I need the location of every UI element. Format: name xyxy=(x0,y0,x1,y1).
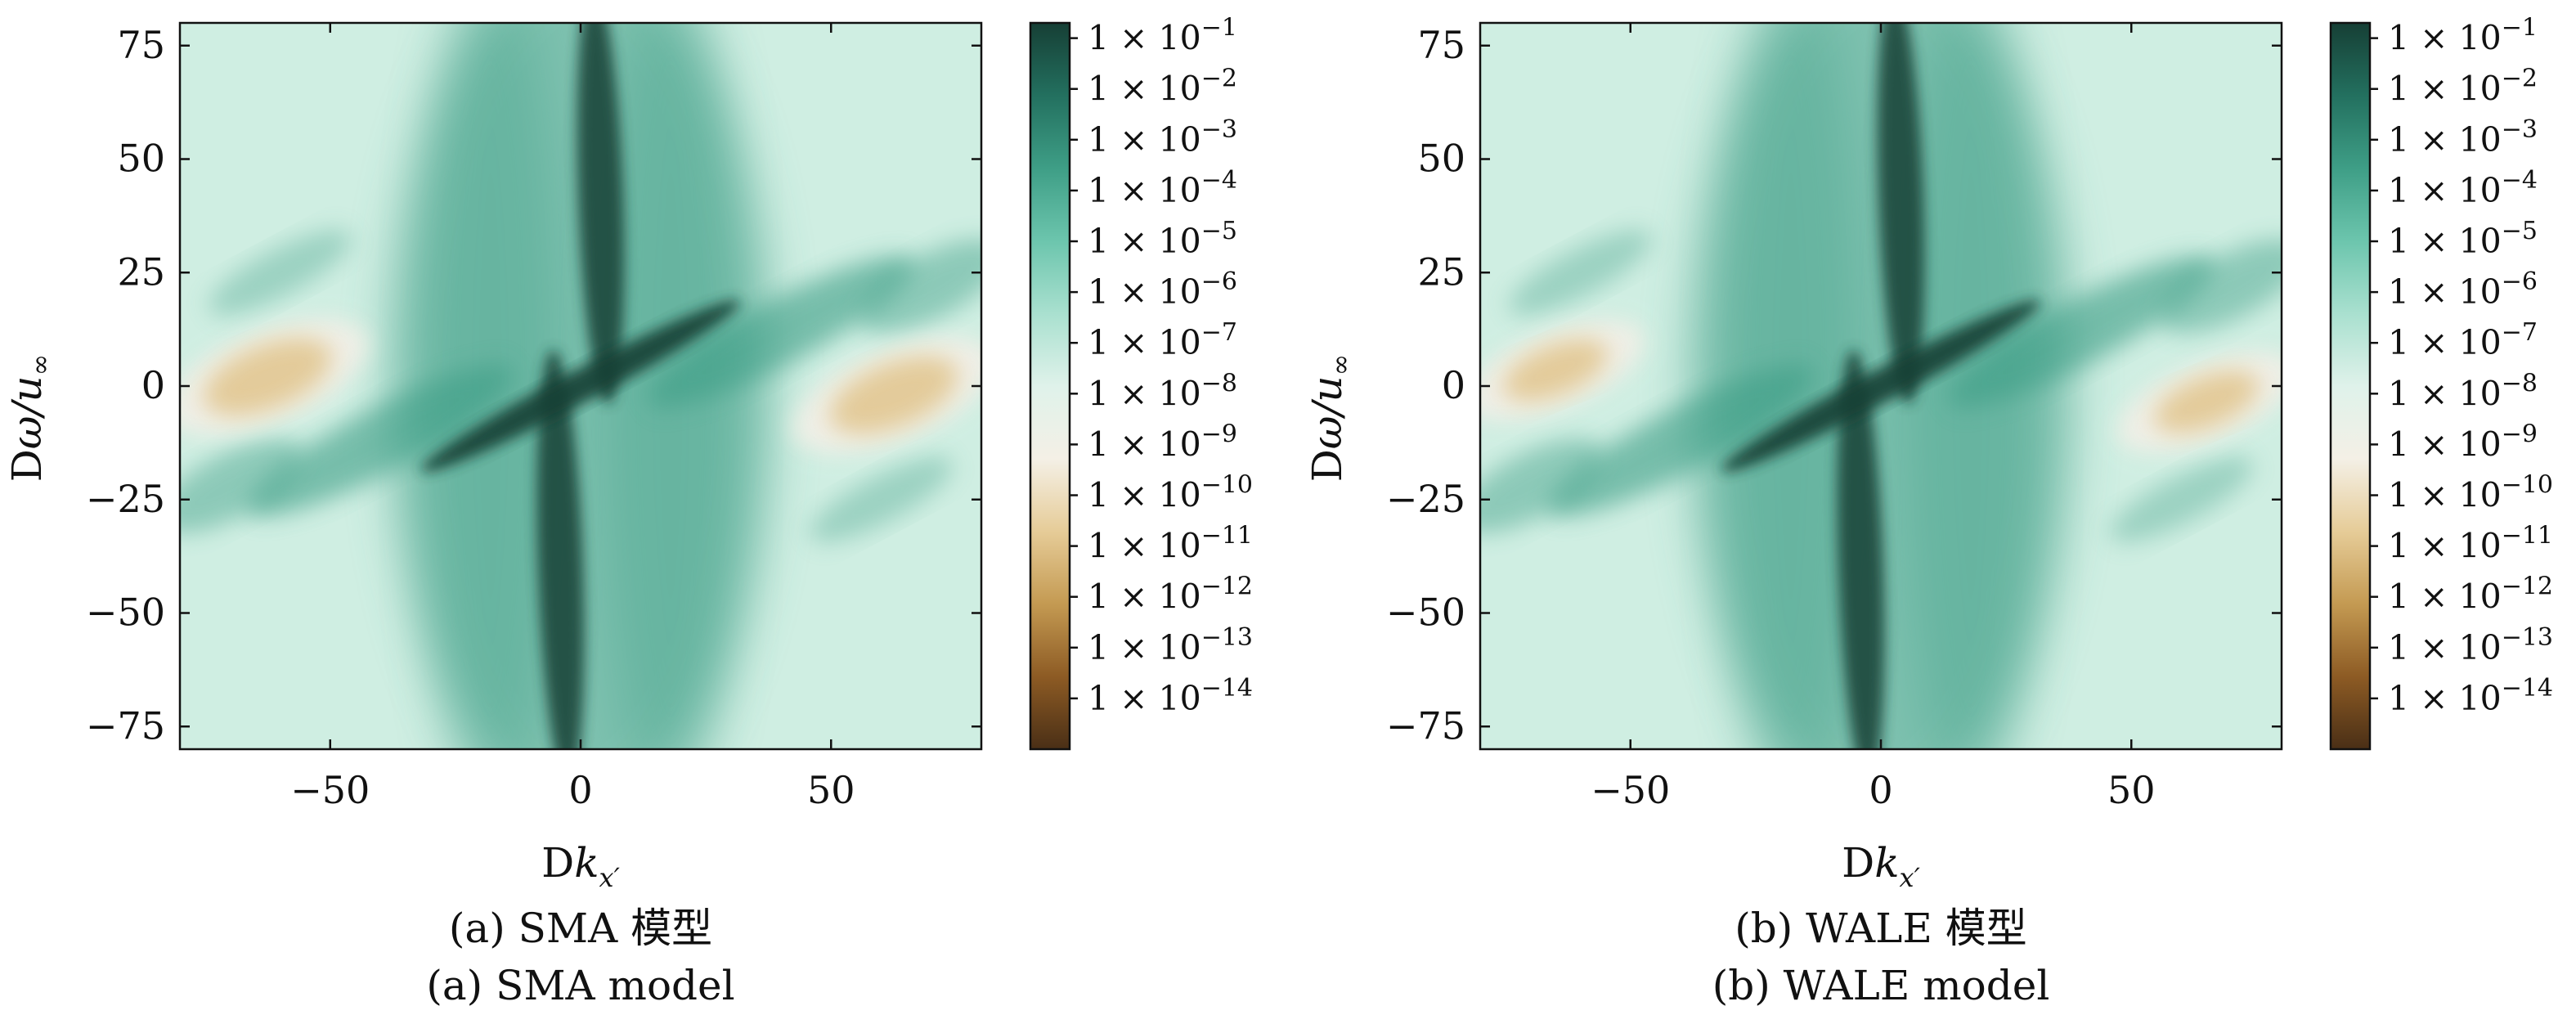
colorbar-tick-label: 1 × 10−13 xyxy=(1088,623,1253,667)
y-tick-label: 50 xyxy=(117,137,165,181)
low-value-region xyxy=(2154,371,2259,433)
colorbar-tick-label: 1 × 10−5 xyxy=(1088,217,1237,261)
colorbar-gradient xyxy=(1029,21,1071,751)
side-lobe xyxy=(1546,364,1815,517)
caption-en-b: (b) WALE model xyxy=(1712,962,2050,1009)
vertical-ridge xyxy=(577,23,625,405)
colorbar-gradient xyxy=(2329,21,2372,751)
colorbar-tick-label: 1 × 10−4 xyxy=(1088,166,1237,210)
y-ticks-b: 75 50 25 0 −25 −50 −75 xyxy=(1386,23,2282,748)
panel-b: 75 50 25 0 −25 −50 −75 −50 0 50 1 × 10−1 1 × 10−2… xyxy=(1304,14,2553,1009)
side-lobe xyxy=(1480,438,1603,533)
low-value-region xyxy=(204,338,332,416)
colorbar-a: 1 × 10−1 1 × 10−2 1 × 10−3 1 × 10−4 1 × 10−5… xyxy=(1029,14,1253,751)
y-tick-label: 75 xyxy=(117,23,165,67)
x-tick-label: 50 xyxy=(2107,768,2156,812)
colorbar-tick-label: 1 × 10−6 xyxy=(2388,267,2538,312)
colorbar-tick-label: 1 × 10−7 xyxy=(2388,318,2538,362)
x-ticks-b: −50 0 50 xyxy=(1591,23,2156,812)
x-tick-label: −50 xyxy=(290,768,370,812)
low-value-region xyxy=(1503,339,1608,402)
side-lobe xyxy=(1508,230,1653,316)
caption-cn-b: (b) WALE 模型 xyxy=(1735,905,2027,952)
y-ticks-a: 75 50 25 0 −25 −50 −75 xyxy=(86,23,981,748)
vertical-ridge xyxy=(1877,23,1925,405)
heatmap-a xyxy=(178,21,983,751)
y-tick-label: 0 xyxy=(1442,363,1465,407)
y-tick-label: −25 xyxy=(86,477,165,521)
y-tick-label: −50 xyxy=(1386,591,1465,635)
colorbar-tick-label: 1 × 10−14 xyxy=(2388,674,2553,718)
side-lobe xyxy=(246,364,514,517)
side-lobe xyxy=(180,438,303,533)
colorbar-tick-label: 1 × 10−5 xyxy=(2388,217,2538,261)
side-lobe xyxy=(208,230,352,316)
x-tick-label: 0 xyxy=(1869,768,1892,812)
vertical-ridge xyxy=(536,349,585,749)
side-lobe xyxy=(2159,239,2282,334)
colorbar-tick-label: 1 × 10−2 xyxy=(1088,65,1237,109)
x-tick-label: −50 xyxy=(1591,768,1670,812)
side-lobe xyxy=(2109,456,2254,542)
y-axis-label-a: Dω/u∞ xyxy=(3,354,56,483)
colorbar-b: 1 × 10−1 1 × 10−2 1 × 10−3 1 × 10−4 1 × 10−5… xyxy=(2329,14,2553,751)
colorbar-tick-label: 1 × 10−3 xyxy=(1088,115,1237,159)
y-tick-label: −75 xyxy=(86,703,165,748)
diagonal-ridge xyxy=(1721,299,2040,473)
side-lobe xyxy=(859,239,981,334)
colorbar-tick-label: 1 × 10−9 xyxy=(2388,420,2538,464)
colorbar-tick-label: 1 × 10−12 xyxy=(2388,573,2553,617)
y-tick-label: 75 xyxy=(1417,23,1465,67)
y-axis-label-b: Dω/u∞ xyxy=(1304,354,1356,483)
heatmap-b xyxy=(1479,21,2283,751)
colorbar-tick-label: 1 × 10−6 xyxy=(1088,267,1237,312)
colorbar-tick-label: 1 × 10−7 xyxy=(1088,318,1237,362)
colorbar-tick-label: 1 × 10−3 xyxy=(2388,115,2538,159)
colorbar-tick-label: 1 × 10−11 xyxy=(1088,522,1253,566)
colorbar-tick-label: 1 × 10−4 xyxy=(2388,166,2538,210)
y-tick-label: 25 xyxy=(117,249,165,294)
panel-a: 75 50 25 0 −25 −50 −75 −50 0 50 1 × 10−1 1 × 10−2… xyxy=(3,14,1253,1009)
x-tick-label: 50 xyxy=(807,768,855,812)
y-tick-label: −75 xyxy=(1386,703,1465,748)
x-ticks-a: −50 0 50 xyxy=(290,23,855,812)
low-value-region xyxy=(829,356,958,434)
x-axis-label-b: Dkx′ xyxy=(1842,839,1920,893)
colorbar-tick-label: 1 × 10−1 xyxy=(2388,14,2538,58)
colorbar-tick-label: 1 × 10−11 xyxy=(2388,522,2553,566)
colorbar-tick-label: 1 × 10−14 xyxy=(1088,674,1253,718)
colorbar-tick-label: 1 × 10−1 xyxy=(1088,14,1237,58)
caption-cn-a: (a) SMA 模型 xyxy=(449,905,712,952)
x-tick-label: 0 xyxy=(568,768,592,812)
caption-en-a: (a) SMA model xyxy=(426,962,734,1009)
y-tick-label: 50 xyxy=(1417,137,1465,181)
side-lobe xyxy=(647,255,915,408)
side-lobe xyxy=(809,456,954,542)
colorbar-tick-label: 1 × 10−8 xyxy=(1088,369,1237,413)
y-tick-label: 0 xyxy=(141,363,165,407)
colorbar-tick-label: 1 × 10−2 xyxy=(2388,65,2538,109)
colorbar-tick-label: 1 × 10−13 xyxy=(2388,623,2553,667)
x-axis-label-a: Dkx′ xyxy=(541,839,620,893)
vertical-ridge xyxy=(1837,349,1885,749)
diagonal-ridge xyxy=(421,299,740,473)
y-tick-label: −50 xyxy=(86,591,165,635)
side-lobe xyxy=(1947,255,2215,408)
colorbar-tick-label: 1 × 10−10 xyxy=(1088,471,1253,515)
colorbar-tick-label: 1 × 10−12 xyxy=(1088,573,1253,617)
y-tick-label: 25 xyxy=(1417,249,1465,294)
y-tick-label: −25 xyxy=(1386,477,1465,521)
colorbar-tick-label: 1 × 10−8 xyxy=(2388,369,2538,413)
colorbar-tick-label: 1 × 10−9 xyxy=(1088,420,1237,464)
colorbar-tick-label: 1 × 10−10 xyxy=(2388,471,2553,515)
